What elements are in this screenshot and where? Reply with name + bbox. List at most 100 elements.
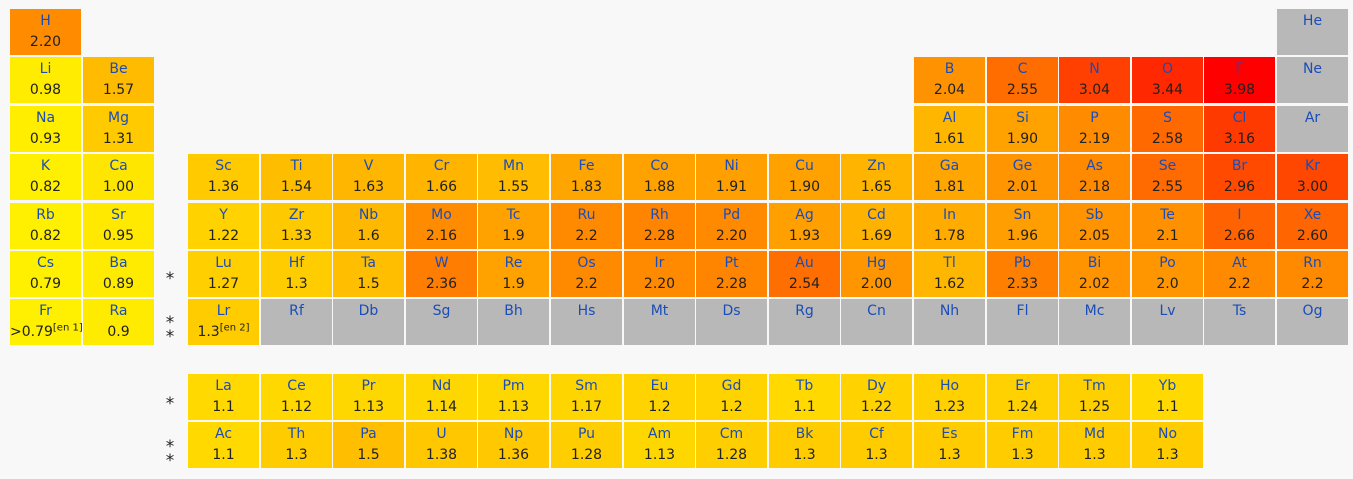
element-cell-ds[interactable]: Ds (696, 299, 767, 345)
element-symbol[interactable]: Ds (722, 303, 741, 319)
element-symbol[interactable]: S (1163, 110, 1172, 126)
element-symbol[interactable]: Ce (287, 378, 306, 394)
element-symbol[interactable]: N (1089, 61, 1100, 77)
element-cell-mn[interactable]: Mn 1.55 (478, 154, 549, 200)
element-symbol[interactable]: Ge (1012, 158, 1033, 174)
element-cell-pr[interactable]: Pr 1.13 (333, 374, 404, 420)
element-symbol[interactable]: Bi (1087, 255, 1102, 271)
element-symbol[interactable]: La (215, 378, 232, 394)
element-symbol[interactable]: Hf (288, 255, 305, 271)
element-cell-tc[interactable]: Tc 1.9 (478, 203, 549, 249)
element-symbol[interactable]: K (40, 158, 51, 174)
element-symbol[interactable]: Pb (1013, 255, 1032, 271)
element-symbol[interactable]: Bh (504, 303, 523, 319)
element-symbol[interactable]: Y (219, 207, 228, 223)
element-symbol[interactable]: Pu (577, 426, 596, 442)
element-symbol[interactable]: Mg (108, 110, 129, 126)
element-symbol[interactable]: Tb (795, 378, 814, 394)
element-cell-po[interactable]: Po 2.0 (1132, 251, 1203, 297)
element-cell-ti[interactable]: Ti 1.54 (261, 154, 332, 200)
element-symbol[interactable]: Au (795, 255, 814, 271)
element-cell-p[interactable]: P 2.19 (1059, 106, 1130, 152)
element-symbol[interactable]: Ra (109, 303, 128, 319)
element-symbol[interactable]: Pt (724, 255, 739, 271)
element-cell-tl[interactable]: Tl 1.62 (914, 251, 985, 297)
element-cell-in[interactable]: In 1.78 (914, 203, 985, 249)
element-symbol[interactable]: Cn (867, 303, 886, 319)
element-cell-cr[interactable]: Cr 1.66 (406, 154, 477, 200)
element-symbol[interactable]: Kr (1305, 158, 1320, 174)
element-symbol[interactable]: Sb (1085, 207, 1104, 223)
element-cell-cf[interactable]: Cf 1.3 (841, 422, 912, 468)
element-cell-pt[interactable]: Pt 2.28 (696, 251, 767, 297)
element-cell-ce[interactable]: Ce 1.12 (261, 374, 332, 420)
element-cell-db[interactable]: Db (333, 299, 404, 345)
element-symbol[interactable]: Rg (795, 303, 814, 319)
element-cell-yb[interactable]: Yb 1.1 (1132, 374, 1203, 420)
element-symbol[interactable]: Fl (1016, 303, 1029, 319)
element-symbol[interactable]: Ti (290, 158, 303, 174)
element-symbol[interactable]: Re (504, 255, 523, 271)
element-symbol[interactable]: Ca (109, 158, 128, 174)
element-symbol[interactable]: At (1232, 255, 1247, 271)
element-cell-eu[interactable]: Eu 1.2 (624, 374, 695, 420)
element-symbol[interactable]: Ga (939, 158, 960, 174)
element-symbol[interactable]: Lu (215, 255, 232, 271)
element-symbol[interactable]: Lv (1159, 303, 1176, 319)
element-cell-kr[interactable]: Kr 3.00 (1277, 154, 1348, 200)
element-symbol[interactable]: Ir (654, 255, 665, 271)
element-cell-he[interactable]: He (1277, 9, 1348, 55)
element-cell-s[interactable]: S 2.58 (1132, 106, 1203, 152)
element-cell-ta[interactable]: Ta 1.5 (333, 251, 404, 297)
element-symbol[interactable]: Be (109, 61, 128, 77)
element-symbol[interactable]: Pm (502, 378, 525, 394)
element-symbol[interactable]: Eu (650, 378, 669, 394)
element-symbol[interactable]: Am (647, 426, 672, 442)
element-cell-sr[interactable]: Sr 0.95 (83, 203, 154, 249)
element-cell-pd[interactable]: Pd 2.20 (696, 203, 767, 249)
element-cell-og[interactable]: Og (1277, 299, 1348, 345)
element-symbol[interactable]: Dy (866, 378, 887, 394)
element-symbol[interactable]: Ts (1232, 303, 1247, 319)
element-cell-mo[interactable]: Mo 2.16 (406, 203, 477, 249)
element-cell-xe[interactable]: Xe 2.60 (1277, 203, 1348, 249)
element-cell-hf[interactable]: Hf 1.3 (261, 251, 332, 297)
element-cell-mc[interactable]: Mc (1059, 299, 1130, 345)
element-symbol[interactable]: Sg (432, 303, 451, 319)
element-symbol[interactable]: Sc (215, 158, 232, 174)
element-symbol[interactable]: I (1237, 207, 1242, 223)
element-symbol[interactable]: Nb (358, 207, 379, 223)
element-symbol[interactable]: Ta (361, 255, 376, 271)
element-symbol[interactable]: Mo (431, 207, 452, 223)
element-cell-ca[interactable]: Ca 1.00 (83, 154, 154, 200)
element-cell-rb[interactable]: Rb 0.82 (10, 203, 81, 249)
element-symbol[interactable]: Po (1159, 255, 1176, 271)
element-symbol[interactable]: Yb (1158, 378, 1177, 394)
element-cell-y[interactable]: Y 1.22 (188, 203, 259, 249)
element-symbol[interactable]: Cf (869, 426, 884, 442)
element-symbol[interactable]: Sr (111, 207, 126, 223)
element-symbol[interactable]: Sn (1013, 207, 1032, 223)
element-cell-mt[interactable]: Mt (624, 299, 695, 345)
element-cell-la[interactable]: La 1.1 (188, 374, 259, 420)
element-cell-au[interactable]: Au 2.54 (769, 251, 840, 297)
element-symbol[interactable]: Na (35, 110, 56, 126)
element-symbol[interactable]: Pr (361, 378, 376, 394)
element-cell-w[interactable]: W 2.36 (406, 251, 477, 297)
element-symbol[interactable]: Mn (503, 158, 524, 174)
element-symbol[interactable]: F (1235, 61, 1244, 77)
element-cell-cs[interactable]: Cs 0.79 (10, 251, 81, 297)
element-cell-md[interactable]: Md 1.3 (1059, 422, 1130, 468)
element-cell-cu[interactable]: Cu 1.90 (769, 154, 840, 200)
element-symbol[interactable]: Cd (867, 207, 886, 223)
element-symbol[interactable]: Fr (39, 303, 52, 319)
element-cell-nh[interactable]: Nh (914, 299, 985, 345)
element-cell-ar[interactable]: Ar (1277, 106, 1348, 152)
element-cell-n[interactable]: N 3.04 (1059, 57, 1130, 103)
element-cell-br[interactable]: Br 2.96 (1204, 154, 1275, 200)
element-symbol[interactable]: Es (941, 426, 958, 442)
element-cell-cd[interactable]: Cd 1.69 (841, 203, 912, 249)
element-cell-zn[interactable]: Zn 1.65 (841, 154, 912, 200)
element-cell-v[interactable]: V 1.63 (333, 154, 404, 200)
element-symbol[interactable]: Fm (1011, 426, 1034, 442)
